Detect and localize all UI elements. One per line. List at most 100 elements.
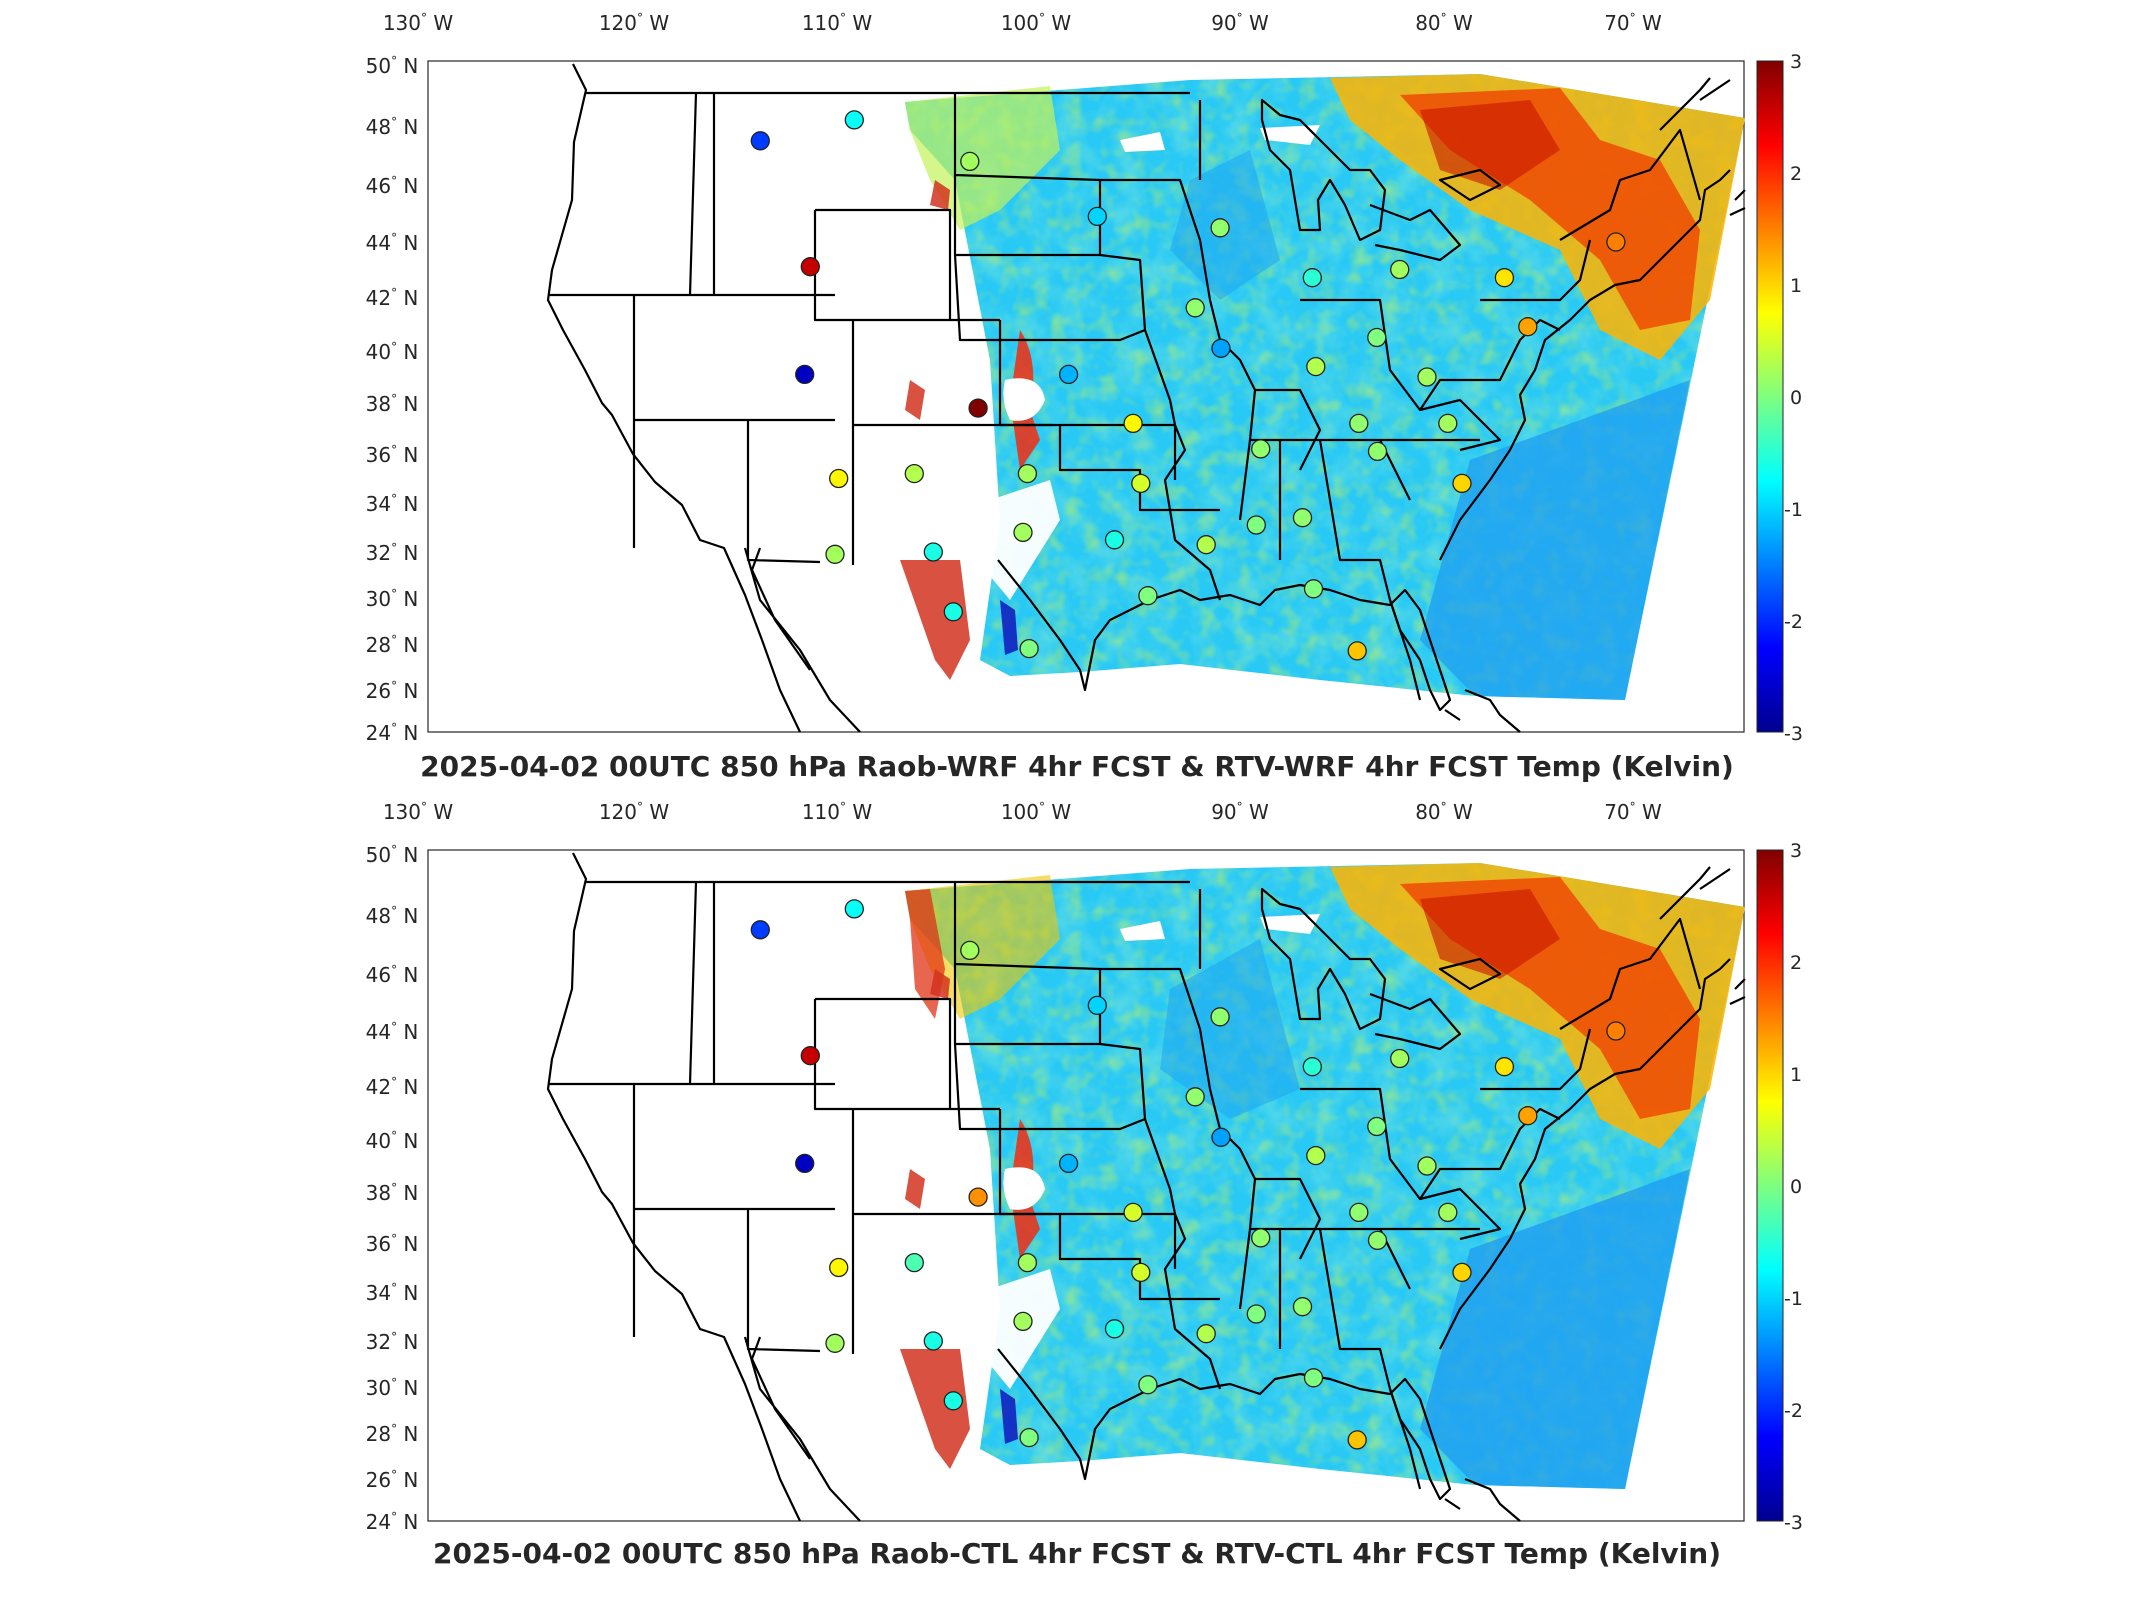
lat-tick-label: 32° N [366, 1330, 419, 1354]
raob-station-marker [1367, 1230, 1388, 1251]
us-state-borders [546, 852, 1746, 1522]
colorbar-tick-label: -2 [1784, 1400, 1803, 1422]
raob-station-marker [1367, 441, 1388, 462]
northeast-canada-lines [1659, 77, 1746, 216]
raob-station-marker [1246, 515, 1266, 535]
raob-station-marker [960, 940, 980, 961]
raob-station-marker [1303, 579, 1324, 599]
lon-tick-label: 120° W [599, 800, 670, 824]
colorbar-tick-label: -3 [1784, 1512, 1803, 1534]
raob-station-marker [1452, 473, 1472, 494]
raob-station-marker [1123, 413, 1143, 434]
lon-tick-label: 100° W [1001, 11, 1072, 35]
raob-station-marker [1013, 1311, 1033, 1332]
field-southeast-cool [1420, 380, 1690, 700]
raob-station-marker [1196, 1324, 1216, 1344]
colorbar-panel-1: 3 2 1 0 -1 -2 -3 [1756, 51, 1803, 745]
field-edge-dots [900, 969, 970, 1469]
lat-tick-label: 46° N [366, 174, 419, 198]
state-lines-plains [953, 93, 1222, 601]
field-canada-hot [1420, 889, 1560, 979]
raob-station-marker [1390, 1048, 1410, 1069]
raob-station-marker [825, 544, 845, 564]
colorbar [1756, 60, 1784, 733]
raob-station-marker [1185, 1087, 1205, 1107]
colorbar-tick-label: 2 [1790, 163, 1802, 185]
raob-station-marker [1087, 995, 1107, 1016]
lat-tick-label: 48° N [366, 904, 419, 928]
raob-station-marker [1292, 508, 1313, 528]
raob-station-marker [1417, 1156, 1437, 1176]
raob-station-marker [1210, 218, 1230, 238]
raob-station-marker [844, 899, 864, 919]
lat-tick-label: 50° N [366, 843, 419, 867]
raob-station-marker [1185, 298, 1205, 318]
raob-station-marker [1104, 1319, 1125, 1339]
raob-station-marker [825, 1333, 845, 1353]
raob-station-marker [1251, 439, 1271, 459]
raob-station-marker [1131, 1262, 1151, 1283]
raob-station-marker [795, 364, 815, 385]
lat-tick-labels: 24° N 26° N 28° N 30° N 32° N 34° N 36° … [366, 54, 419, 745]
colorbar-tick-label: 0 [1790, 1176, 1802, 1198]
raob-station-marker [1246, 1304, 1266, 1324]
raob-station-marker [795, 1153, 815, 1174]
lat-tick-label: 40° N [366, 340, 419, 364]
raob-station-marker [1306, 356, 1326, 377]
panel-1: 130° W 120° W 110° W 100° W 90° W 80° W … [366, 11, 1803, 783]
field-midwest-cool [1160, 939, 1300, 1119]
raob-station-marker [923, 542, 943, 562]
raob-station-marker [1013, 522, 1033, 543]
raob-stations-panel-1 [750, 110, 1626, 661]
lon-tick-label: 130° W [383, 11, 454, 35]
lat-tick-label: 50° N [366, 54, 419, 78]
florida-keys-dashes [1444, 688, 1521, 733]
retrieval-field [900, 74, 1745, 700]
colorbar-tick-label: -2 [1784, 611, 1803, 633]
lon-tick-label: 110° W [802, 11, 873, 35]
lon-tick-label: 100° W [1001, 800, 1072, 824]
raob-station-marker [1292, 1297, 1313, 1317]
lon-tick-label: 120° W [599, 11, 670, 35]
raob-station-marker [1131, 473, 1151, 494]
raob-station-marker [1417, 367, 1437, 387]
lat-tick-label: 36° N [366, 443, 419, 467]
raob-station-marker [1347, 641, 1367, 661]
colorbar [1756, 849, 1784, 1522]
lat-tick-label: 38° N [366, 392, 419, 416]
lat-tick-label: 34° N [366, 492, 419, 516]
lat-tick-label: 24° N [366, 721, 419, 745]
colorbar-tick-label: 3 [1790, 840, 1802, 862]
raob-stations-panel-2 [750, 899, 1626, 1450]
gulf-coast-outline [997, 1348, 1452, 1501]
raob-station-marker [943, 602, 963, 622]
raob-station-marker [800, 257, 820, 277]
field-gap-kansas [1003, 378, 1045, 421]
lat-tick-label: 26° N [366, 679, 419, 703]
great-lakes-outline [1260, 98, 1502, 262]
lat-tick-label: 44° N [366, 231, 419, 255]
lon-tick-labels: 130° W 120° W 110° W 100° W 90° W 80° W … [383, 800, 1662, 824]
lat-tick-label: 36° N [366, 1232, 419, 1256]
raob-station-marker [1518, 317, 1538, 337]
lat-tick-label: 24° N [366, 1510, 419, 1534]
state-lines-east [1100, 889, 1702, 1490]
raob-station-marker [1138, 586, 1158, 606]
raob-station-marker [1251, 1228, 1271, 1248]
colorbar-ticks: 3 2 1 0 -1 -2 -3 [1784, 840, 1803, 1534]
raob-station-marker [968, 398, 988, 418]
panel-title: 2025-04-02 00UTC 850 hPa Raob-WRF 4hr FC… [420, 750, 1734, 783]
raob-station-marker [1196, 535, 1216, 555]
colorbar-tick-label: -3 [1784, 723, 1803, 745]
raob-station-marker [1367, 327, 1387, 348]
field-southeast-cool [1420, 1169, 1690, 1489]
raob-station-marker [1349, 413, 1369, 434]
raob-station-marker [1017, 463, 1038, 484]
raob-station-marker [1494, 268, 1515, 288]
raob-station-marker [1302, 268, 1322, 288]
raob-station-marker [1606, 232, 1626, 252]
lat-tick-label: 44° N [366, 1020, 419, 1044]
raob-station-marker [1367, 1116, 1387, 1137]
lon-tick-label: 90° W [1211, 800, 1269, 824]
